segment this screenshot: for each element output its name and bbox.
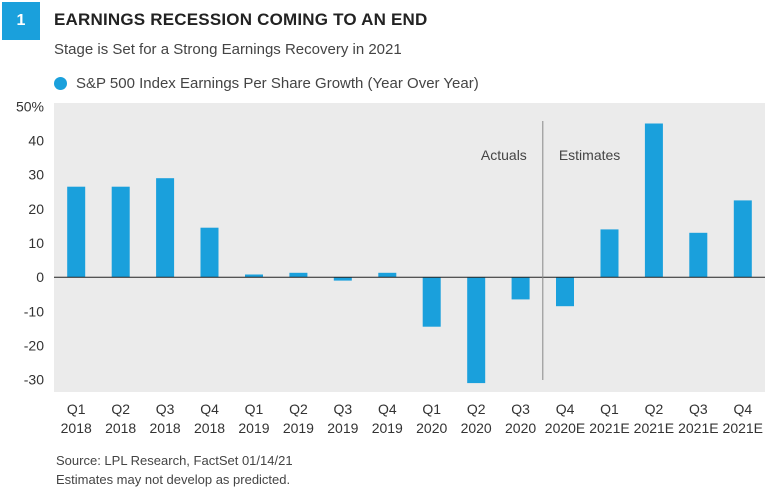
y-tick-label: -10 (24, 303, 44, 319)
x-tick-quarter: Q2 (645, 401, 664, 417)
bar (467, 277, 486, 384)
x-tick-quarter: Q3 (156, 401, 175, 417)
bar (333, 277, 352, 281)
bar (111, 186, 130, 278)
x-tick-year: 2020 (416, 420, 447, 436)
x-tick-year: 2021E (589, 420, 629, 436)
x-tick-quarter: Q2 (111, 401, 130, 417)
disclaimer-text: Estimates may not develop as predicted. (56, 472, 291, 487)
x-tick-quarter: Q3 (689, 401, 708, 417)
x-tick-year: 2018 (105, 420, 136, 436)
y-tick-label: 40 (28, 133, 44, 149)
x-tick-year: 2021E (634, 420, 674, 436)
bar (200, 227, 219, 278)
x-tick-quarter: Q4 (556, 401, 575, 417)
chart-title: EARNINGS RECESSION COMING TO AN END (54, 10, 428, 29)
legend-label: S&P 500 Index Earnings Per Share Growth … (76, 75, 479, 92)
y-tick-label: 0 (36, 269, 44, 285)
y-tick-label: 30 (28, 167, 44, 183)
bar (67, 186, 86, 278)
x-tick-quarter: Q1 (245, 401, 264, 417)
x-tick-year: 2019 (327, 420, 358, 436)
actuals-label: Actuals (481, 147, 527, 163)
bar (600, 229, 619, 278)
bar (556, 277, 574, 307)
x-tick-quarter: Q3 (334, 401, 353, 417)
bar (156, 178, 175, 278)
x-tick-year: 2019 (372, 420, 403, 436)
x-tick-year: 2020 (505, 420, 536, 436)
x-tick-quarter: Q3 (511, 401, 530, 417)
x-tick-quarter: Q4 (200, 401, 219, 417)
x-tick-year: 2018 (61, 420, 92, 436)
y-tick-label: 50% (16, 98, 44, 114)
x-tick-quarter: Q1 (67, 401, 86, 417)
bar (378, 272, 397, 278)
x-tick-quarter: Q4 (733, 401, 752, 417)
bar (511, 277, 530, 300)
source-text: Source: LPL Research, FactSet 01/14/21 (56, 453, 293, 468)
x-tick-year: 2021E (678, 420, 718, 436)
estimates-label: Estimates (559, 147, 620, 163)
y-tick-label: -30 (24, 372, 44, 388)
bar (422, 277, 441, 327)
bar (245, 274, 263, 278)
x-tick-year: 2020E (545, 420, 585, 436)
y-tick-label: 20 (28, 201, 44, 217)
x-tick-quarter: Q4 (378, 401, 397, 417)
x-tick-year: 2020 (461, 420, 492, 436)
legend-marker (54, 77, 67, 90)
x-tick-year: 2021E (723, 420, 763, 436)
bar (289, 272, 308, 278)
y-tick-label: 10 (28, 235, 44, 251)
x-tick-quarter: Q1 (600, 401, 619, 417)
bar (689, 232, 708, 278)
x-tick-year: 2019 (238, 420, 269, 436)
figure-number-badge: 1 (2, 2, 40, 40)
bar (644, 123, 663, 278)
x-tick-quarter: Q1 (422, 401, 441, 417)
source-note: Source: LPL Research, FactSet 01/14/21 E… (56, 451, 293, 489)
x-tick-quarter: Q2 (289, 401, 308, 417)
y-tick-label: -20 (24, 338, 44, 354)
bar (733, 200, 752, 278)
x-tick-year: 2019 (283, 420, 314, 436)
x-tick-year: 2018 (194, 420, 225, 436)
legend: S&P 500 Index Earnings Per Share Growth … (54, 75, 479, 92)
x-tick-quarter: Q2 (467, 401, 486, 417)
x-tick-year: 2018 (150, 420, 181, 436)
chart-subtitle: Stage is Set for a Strong Earnings Recov… (54, 41, 402, 58)
